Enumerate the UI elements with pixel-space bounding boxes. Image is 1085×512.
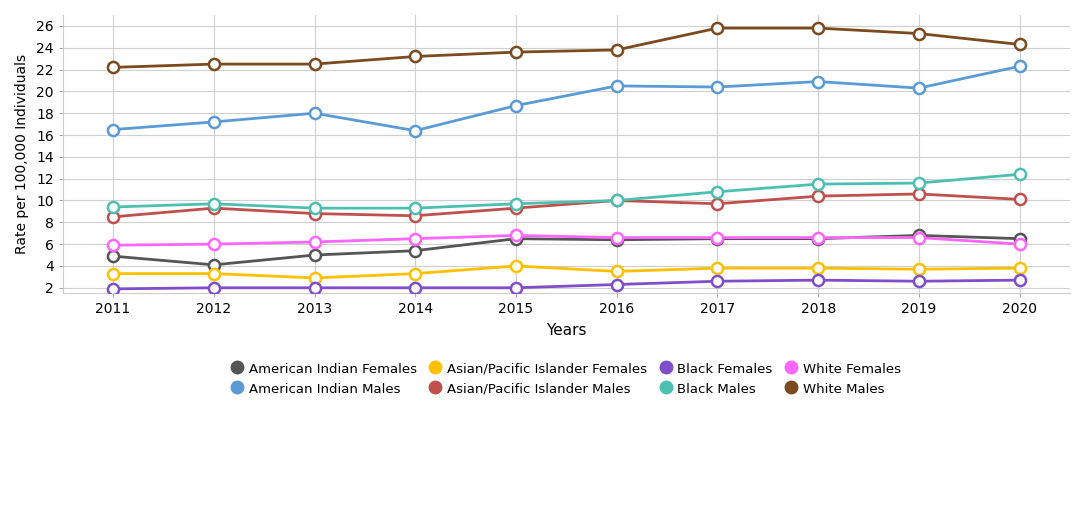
Black Males	[207, 201, 220, 207]
American Indian Males	[106, 126, 119, 133]
American Indian Females	[308, 252, 321, 258]
American Indian Males	[308, 110, 321, 116]
Asian/Pacific Islander Females	[812, 265, 825, 271]
White Males	[610, 47, 623, 53]
American Indian Males	[1013, 63, 1026, 69]
Asian/Pacific Islander Males	[510, 205, 523, 211]
American Indian Males	[812, 78, 825, 84]
Asian/Pacific Islander Males	[409, 212, 422, 219]
American Indian Males	[510, 102, 523, 109]
Asian/Pacific Islander Males	[308, 210, 321, 217]
Line: Asian/Pacific Islander Females: Asian/Pacific Islander Females	[107, 261, 1025, 284]
Asian/Pacific Islander Males	[207, 205, 220, 211]
Asian/Pacific Islander Females	[1013, 265, 1026, 271]
Black Females	[1013, 277, 1026, 283]
Asian/Pacific Islander Males	[610, 198, 623, 204]
American Indian Males	[207, 119, 220, 125]
White Males	[510, 49, 523, 55]
White Females	[812, 234, 825, 241]
American Indian Females	[207, 262, 220, 268]
Asian/Pacific Islander Males	[812, 193, 825, 199]
Black Females	[610, 282, 623, 288]
Asian/Pacific Islander Females	[711, 265, 724, 271]
White Males	[912, 31, 926, 37]
Asian/Pacific Islander Females	[207, 270, 220, 276]
Black Males	[812, 181, 825, 187]
White Males	[409, 53, 422, 59]
White Females	[1013, 241, 1026, 247]
American Indian Males	[409, 127, 422, 134]
Line: American Indian Females: American Indian Females	[107, 230, 1025, 270]
White Females	[409, 236, 422, 242]
White Females	[106, 242, 119, 248]
Asian/Pacific Islander Females	[106, 270, 119, 276]
American Indian Females	[812, 236, 825, 242]
Black Males	[409, 205, 422, 211]
X-axis label: Years: Years	[546, 323, 587, 338]
Black Females	[912, 278, 926, 284]
Asian/Pacific Islander Females	[308, 275, 321, 281]
White Males	[308, 61, 321, 67]
Black Males	[106, 204, 119, 210]
American Indian Females	[409, 248, 422, 254]
Line: American Indian Males: American Indian Males	[107, 61, 1025, 136]
White Females	[510, 232, 523, 239]
Asian/Pacific Islander Females	[610, 268, 623, 274]
Line: White Females: White Females	[107, 230, 1025, 251]
Black Females	[812, 277, 825, 283]
American Indian Males	[711, 84, 724, 90]
Line: White Males: White Males	[107, 23, 1025, 73]
Black Males	[610, 198, 623, 204]
Asian/Pacific Islander Males	[711, 201, 724, 207]
White Males	[812, 25, 825, 31]
American Indian Females	[106, 253, 119, 259]
Asian/Pacific Islander Females	[912, 266, 926, 272]
American Indian Females	[510, 236, 523, 242]
White Females	[711, 234, 724, 241]
Black Males	[510, 201, 523, 207]
Asian/Pacific Islander Females	[409, 270, 422, 276]
Asian/Pacific Islander Females	[510, 263, 523, 269]
White Females	[912, 234, 926, 241]
Asian/Pacific Islander Males	[912, 191, 926, 197]
Legend: American Indian Females, American Indian Males, Asian/Pacific Islander Females, : American Indian Females, American Indian…	[225, 355, 908, 402]
Black Males	[308, 205, 321, 211]
White Females	[207, 241, 220, 247]
Black Males	[711, 189, 724, 195]
White Males	[711, 25, 724, 31]
Black Males	[1013, 171, 1026, 177]
Asian/Pacific Islander Males	[106, 214, 119, 220]
American Indian Females	[610, 237, 623, 243]
Line: Black Males: Black Males	[107, 169, 1025, 214]
Line: Black Females: Black Females	[107, 274, 1025, 294]
Black Females	[510, 285, 523, 291]
White Males	[106, 65, 119, 71]
American Indian Males	[610, 83, 623, 89]
Black Females	[207, 285, 220, 291]
Y-axis label: Rate per 100,000 Individuals: Rate per 100,000 Individuals	[15, 54, 29, 254]
White Females	[610, 234, 623, 241]
White Males	[207, 61, 220, 67]
American Indian Females	[1013, 236, 1026, 242]
Black Females	[106, 286, 119, 292]
Black Females	[308, 285, 321, 291]
American Indian Females	[912, 232, 926, 239]
American Indian Males	[912, 85, 926, 91]
American Indian Females	[711, 236, 724, 242]
Black Females	[409, 285, 422, 291]
White Females	[308, 239, 321, 245]
White Males	[1013, 41, 1026, 48]
Line: Asian/Pacific Islander Males: Asian/Pacific Islander Males	[107, 188, 1025, 222]
Black Males	[912, 180, 926, 186]
Black Females	[711, 278, 724, 284]
Asian/Pacific Islander Males	[1013, 196, 1026, 202]
